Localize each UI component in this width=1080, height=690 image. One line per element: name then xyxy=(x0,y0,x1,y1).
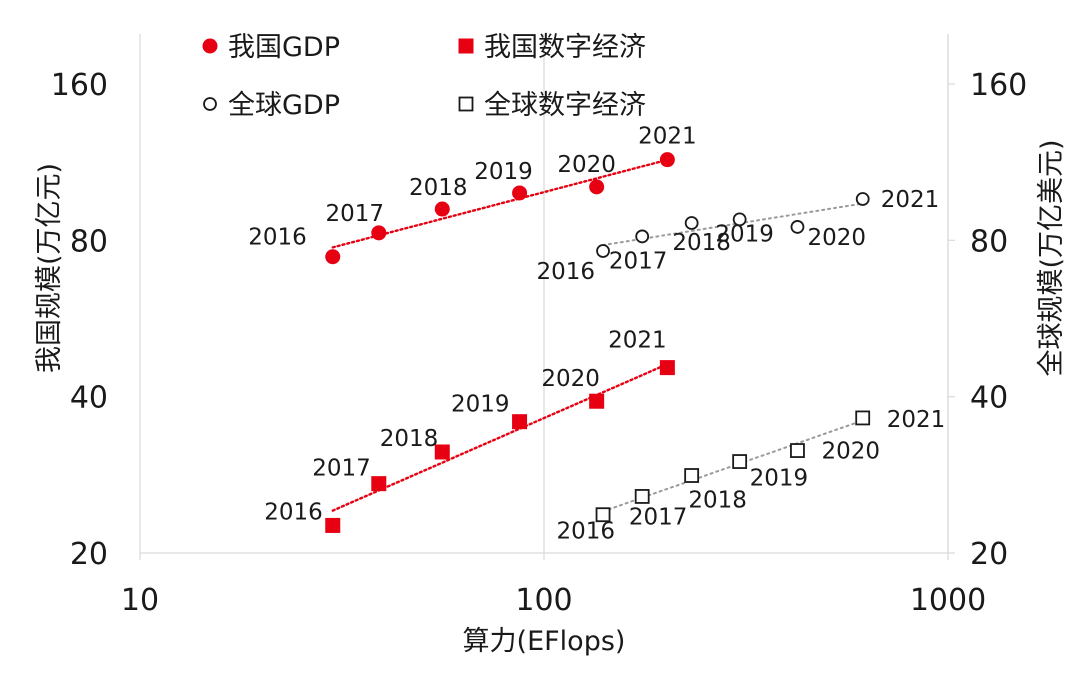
data-label-2021: 2021 xyxy=(881,187,940,213)
data-label-2019: 2019 xyxy=(474,159,533,185)
data-label-2018: 2018 xyxy=(688,488,747,514)
legend-label-1: 我国GDP xyxy=(228,32,340,63)
marker-filled-circle-2018 xyxy=(434,201,450,217)
data-label-2016: 2016 xyxy=(264,499,323,525)
legend-swatch-3 xyxy=(203,97,217,111)
x-axis-title: 算力(EFlops) xyxy=(463,626,626,657)
marker-filled-square-2019 xyxy=(512,414,528,430)
data-label-2016: 2016 xyxy=(248,225,307,251)
left-y-tick-label: 40 xyxy=(70,381,108,416)
legend-swatch-2 xyxy=(458,38,474,54)
left-y-tick-label: 80 xyxy=(70,224,108,259)
legend-label-4: 全球数字经济 xyxy=(484,90,646,121)
trendline-1 xyxy=(331,158,669,249)
legend-swatch-1 xyxy=(202,38,218,54)
trendline-2 xyxy=(331,362,669,512)
left-y-tick-label: 160 xyxy=(51,68,108,103)
data-label-2017: 2017 xyxy=(629,504,688,530)
data-label-2020: 2020 xyxy=(821,439,880,465)
marker-filled-circle-2019 xyxy=(512,185,528,201)
marker-open-square-2019 xyxy=(732,454,748,469)
trendlines xyxy=(331,158,864,513)
marker-open-circle-2018 xyxy=(684,216,699,230)
data-label-2018: 2018 xyxy=(380,426,439,452)
marker-filled-circle-2017 xyxy=(371,225,387,241)
marker-open-circle-2020 xyxy=(790,220,805,234)
data-label-2019: 2019 xyxy=(451,392,510,418)
data-label-2018: 2018 xyxy=(672,230,731,256)
right-y-tick-label: 160 xyxy=(970,68,1027,103)
data-label-2017: 2017 xyxy=(326,201,385,227)
right-y-tick-label: 20 xyxy=(970,537,1008,572)
right-y-axis-title: 全球规模(万亿美元) xyxy=(1036,139,1067,376)
data-label-2020: 2020 xyxy=(541,366,600,392)
x-tick-label: 1000 xyxy=(910,583,986,618)
legend-label-3: 全球GDP xyxy=(228,90,340,121)
marker-open-square-2020 xyxy=(790,443,805,458)
marker-open-circle-2019 xyxy=(732,212,747,227)
x-tick-label: 10 xyxy=(121,583,159,618)
data-label-2016: 2016 xyxy=(556,519,615,545)
marker-filled-square-2020 xyxy=(589,393,605,409)
marker-open-square-2021 xyxy=(855,410,871,426)
legend-label-2: 我国数字经济 xyxy=(484,32,646,63)
left-y-tick-label: 20 xyxy=(70,537,108,572)
marker-open-square-2017 xyxy=(634,489,650,504)
x-tick-label: 100 xyxy=(515,583,572,618)
marker-open-square-2016 xyxy=(595,507,611,523)
data-label-2017: 2017 xyxy=(312,456,371,482)
marker-filled-circle-2021 xyxy=(659,152,675,168)
marker-filled-circle-2016 xyxy=(325,249,341,265)
data-label-2019: 2019 xyxy=(750,466,809,492)
data-label-2018: 2018 xyxy=(409,175,468,201)
data-marks xyxy=(325,152,871,533)
marker-open-circle-2021 xyxy=(855,192,870,206)
marker-filled-square-2021 xyxy=(659,360,675,376)
marker-open-square-2018 xyxy=(684,468,700,483)
left-y-axis-title: 我国规模(万亿元) xyxy=(34,163,65,373)
legend-swatch-4 xyxy=(458,96,474,112)
marker-filled-square-2018 xyxy=(434,444,450,460)
data-label-2020: 2020 xyxy=(807,225,866,251)
data-label-2021: 2021 xyxy=(887,407,946,433)
right-y-tick-label: 40 xyxy=(970,381,1008,416)
data-label-2021: 2021 xyxy=(638,124,697,150)
marker-filled-circle-2020 xyxy=(589,179,605,195)
data-label-2021: 2021 xyxy=(608,328,667,354)
marker-open-circle-2017 xyxy=(635,229,650,244)
right-y-tick-label: 80 xyxy=(970,224,1008,259)
data-label-2017: 2017 xyxy=(609,248,668,274)
marker-open-circle-2016 xyxy=(596,244,610,258)
marker-filled-square-2017 xyxy=(371,476,387,492)
data-label-2019: 2019 xyxy=(715,221,774,247)
data-label-2016: 2016 xyxy=(536,259,595,285)
data-label-2020: 2020 xyxy=(557,152,616,178)
marker-filled-square-2016 xyxy=(325,517,341,533)
